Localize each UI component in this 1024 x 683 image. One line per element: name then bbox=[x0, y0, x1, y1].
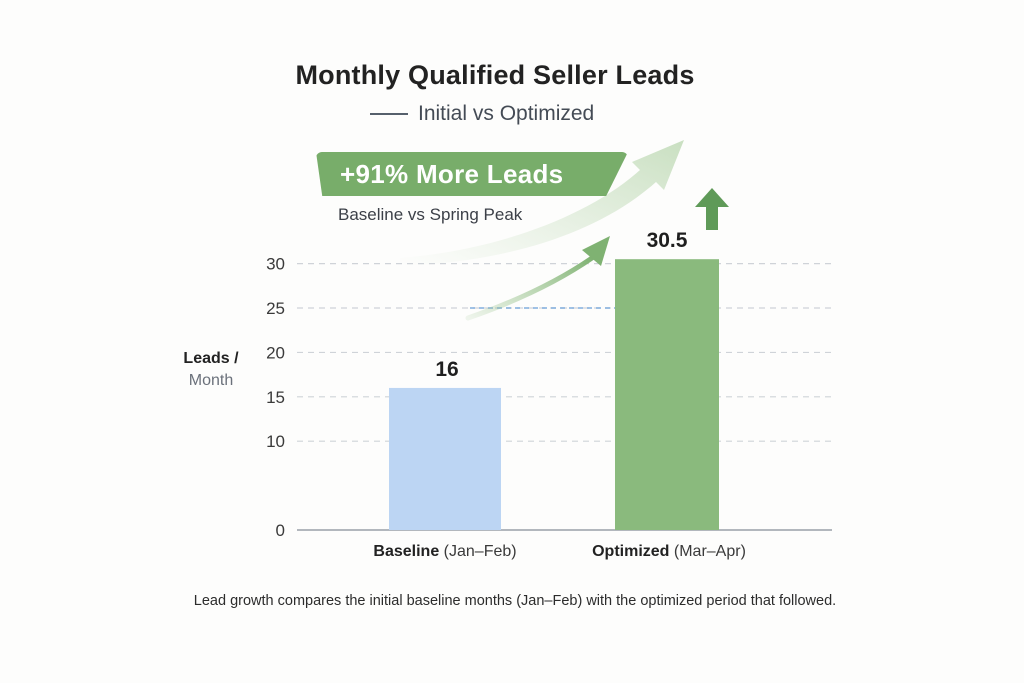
growth-arrowhead-icon bbox=[582, 236, 610, 266]
up-arrow-icon bbox=[695, 188, 729, 207]
y-tick-label: 30 bbox=[266, 255, 285, 274]
chart-footnote: Lead growth compares the initial baselin… bbox=[193, 593, 837, 609]
bar-value-label: 30.5 bbox=[647, 229, 688, 252]
bar-optimized bbox=[615, 259, 719, 530]
growth-callout-subtext: Baseline vs Spring Peak bbox=[338, 205, 523, 224]
y-tick-label: 25 bbox=[266, 299, 285, 318]
y-tick-label: 20 bbox=[266, 343, 285, 362]
growth-sweep-arrow bbox=[400, 140, 684, 266]
y-tick-label: 0 bbox=[276, 521, 285, 540]
chart-subtitle-row: Initial vs Optimized bbox=[370, 102, 594, 126]
x-category-label: Optimized (Mar–Apr) bbox=[592, 543, 746, 560]
growth-callout-text: +91% More Leads bbox=[340, 158, 564, 189]
y-axis-label-line2: Month bbox=[188, 372, 234, 389]
y-tick-label: 10 bbox=[266, 432, 285, 451]
growth-arrow-shaft bbox=[465, 255, 595, 321]
y-tick-label: 15 bbox=[266, 388, 285, 407]
legend-line-icon bbox=[370, 113, 408, 115]
up-arrow-shaft bbox=[706, 204, 718, 230]
bar-value-label: 16 bbox=[435, 358, 458, 381]
chart-subtitle: Initial vs Optimized bbox=[418, 102, 595, 125]
bar-baseline bbox=[389, 387, 501, 530]
x-category-label: Baseline (Jan–Feb) bbox=[373, 543, 516, 560]
y-axis-label: Leads / Month bbox=[176, 348, 246, 392]
y-axis-label-line1: Leads / bbox=[183, 350, 239, 367]
growth-callout-banner: +91% More Leads bbox=[316, 152, 628, 196]
chart-title: Monthly Qualified Seller Leads bbox=[295, 60, 695, 90]
